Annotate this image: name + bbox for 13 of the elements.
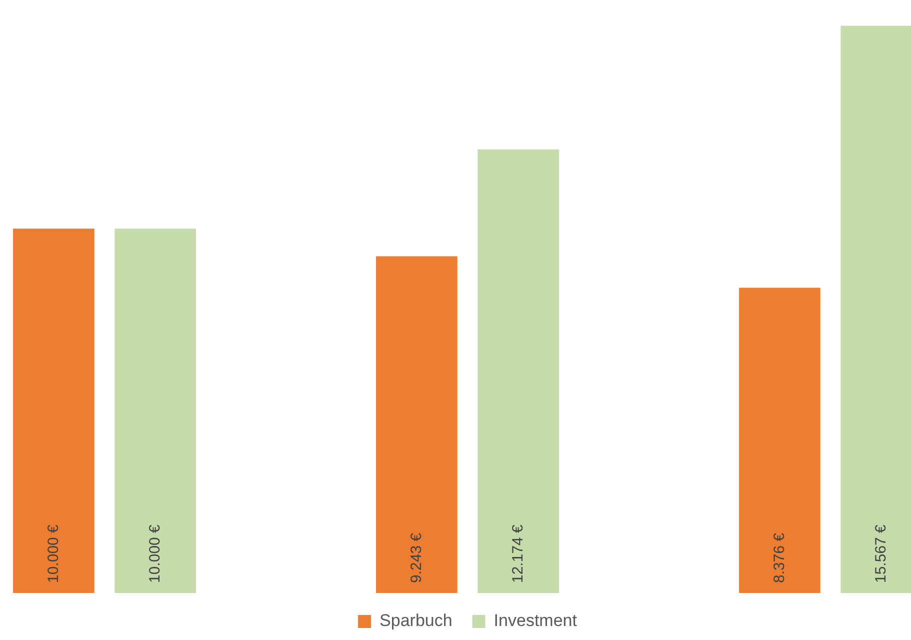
data-label: 10.000 € xyxy=(44,524,62,583)
legend-label: Investment xyxy=(494,611,578,630)
bar xyxy=(114,228,196,593)
bar xyxy=(376,256,458,593)
bar xyxy=(13,228,94,593)
legend-label: Sparbuch xyxy=(380,611,452,630)
data-label: 12.174 € xyxy=(509,524,526,583)
data-label: 10.000 € xyxy=(146,524,164,583)
data-label: 8.376 € xyxy=(770,532,788,583)
bar xyxy=(478,149,559,593)
bar xyxy=(739,288,820,593)
data-label: 15.567 € xyxy=(872,524,890,583)
data-label: 9.243 € xyxy=(408,532,425,583)
